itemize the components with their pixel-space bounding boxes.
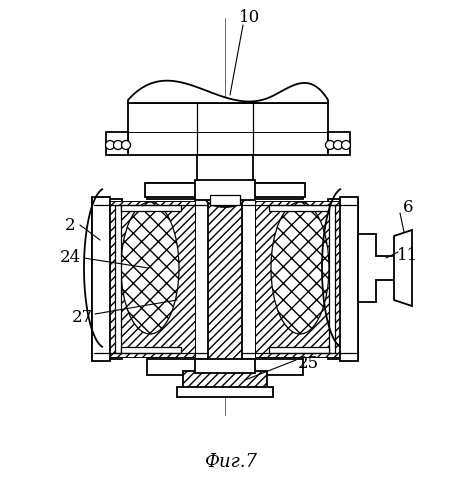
Text: 25: 25 bbox=[298, 354, 319, 372]
Bar bbox=[147, 183, 303, 199]
Bar bbox=[128, 103, 328, 155]
Ellipse shape bbox=[121, 202, 179, 334]
Text: 11: 11 bbox=[397, 246, 419, 264]
Bar bbox=[197, 155, 253, 185]
Text: 6: 6 bbox=[403, 198, 413, 216]
Bar bbox=[177, 387, 273, 397]
Polygon shape bbox=[340, 197, 358, 361]
Text: 2: 2 bbox=[65, 216, 75, 234]
Polygon shape bbox=[255, 201, 356, 357]
Polygon shape bbox=[94, 201, 195, 357]
Bar bbox=[195, 180, 255, 200]
Circle shape bbox=[334, 140, 342, 149]
Bar bbox=[329, 205, 335, 353]
Bar bbox=[121, 347, 181, 353]
Bar bbox=[269, 347, 329, 353]
Ellipse shape bbox=[271, 202, 329, 334]
Bar bbox=[145, 183, 305, 197]
Text: 24: 24 bbox=[60, 250, 81, 266]
Text: 27: 27 bbox=[71, 310, 92, 326]
Bar bbox=[328, 132, 350, 155]
Bar bbox=[183, 371, 267, 389]
Bar bbox=[269, 205, 329, 211]
Polygon shape bbox=[394, 230, 412, 306]
Bar bbox=[208, 191, 242, 393]
Bar bbox=[195, 359, 255, 373]
Polygon shape bbox=[128, 80, 328, 103]
Circle shape bbox=[341, 140, 351, 149]
Text: 10: 10 bbox=[239, 10, 261, 26]
Bar bbox=[210, 195, 240, 205]
Text: Фиг.7: Фиг.7 bbox=[205, 453, 257, 471]
Bar bbox=[121, 205, 181, 211]
Bar bbox=[92, 199, 122, 359]
Bar bbox=[115, 205, 121, 353]
Bar bbox=[106, 132, 128, 155]
Bar bbox=[147, 359, 303, 375]
Polygon shape bbox=[358, 234, 396, 302]
Circle shape bbox=[105, 140, 115, 149]
Ellipse shape bbox=[206, 191, 244, 207]
Circle shape bbox=[114, 140, 122, 149]
Circle shape bbox=[122, 140, 130, 149]
Circle shape bbox=[326, 140, 334, 149]
Bar bbox=[328, 199, 358, 359]
Polygon shape bbox=[92, 197, 110, 361]
